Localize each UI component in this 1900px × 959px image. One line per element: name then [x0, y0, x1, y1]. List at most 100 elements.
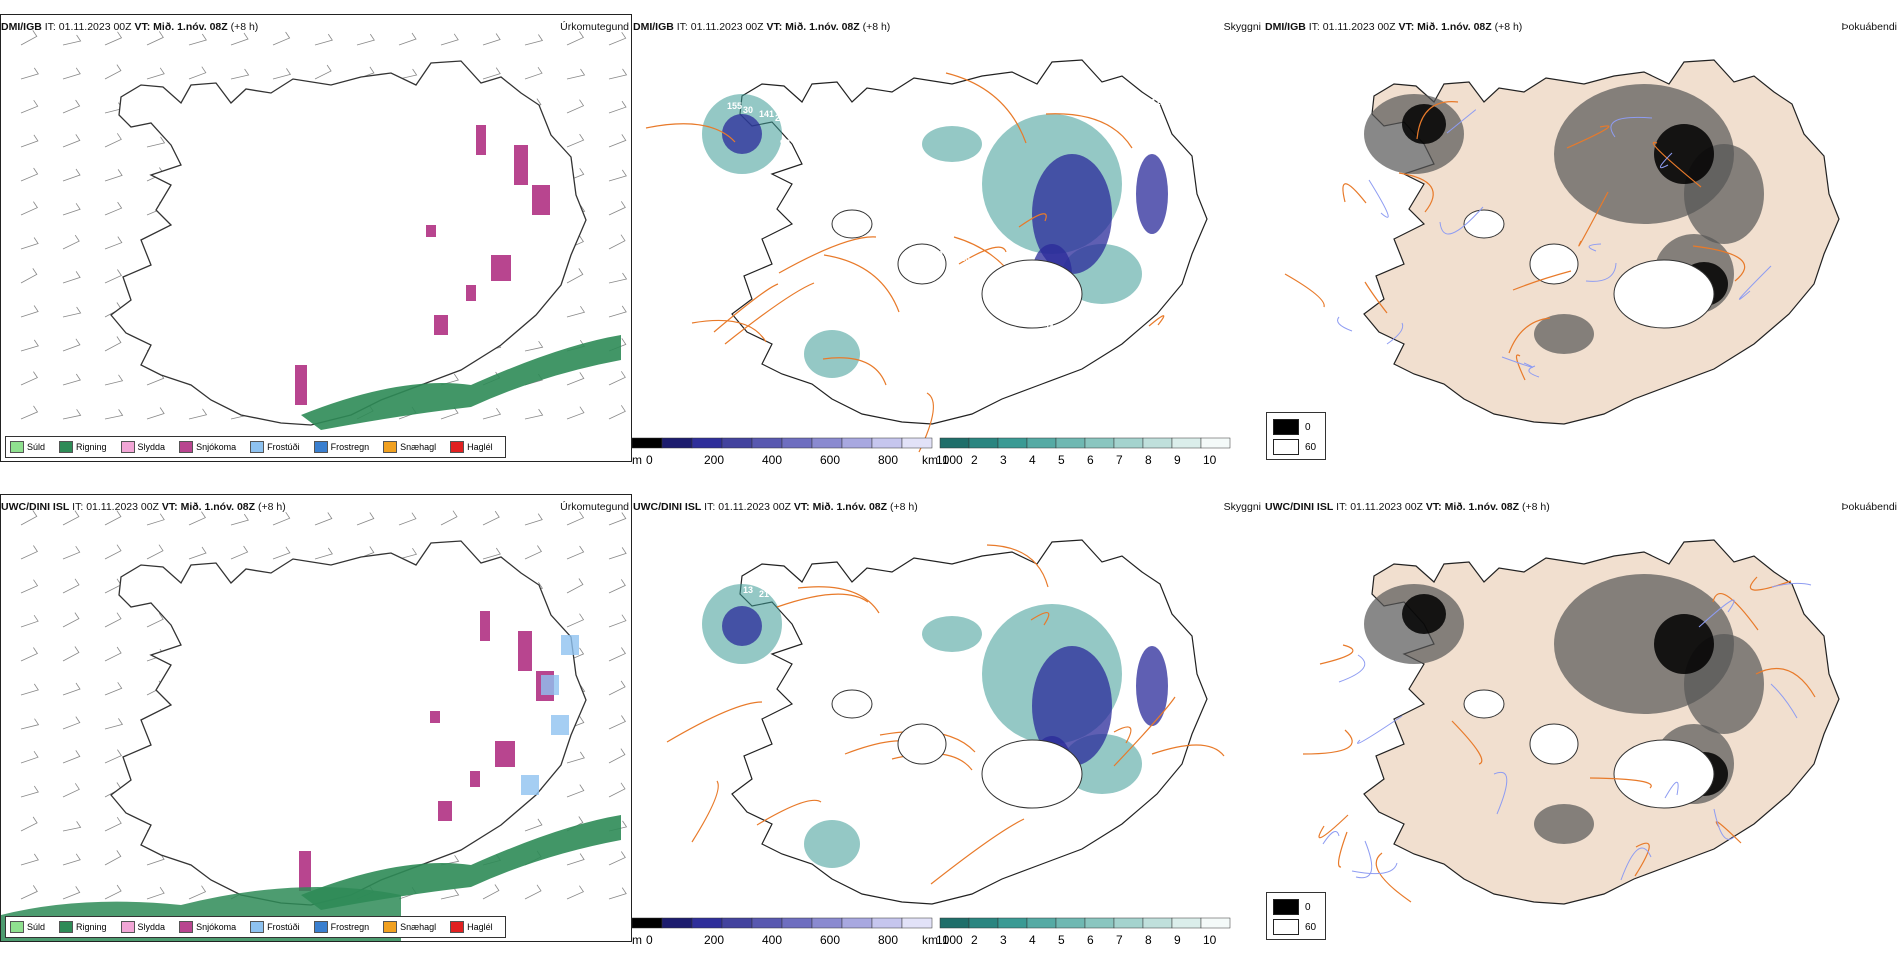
colorbar-tick-km: 2 — [971, 453, 978, 467]
colorbar-cell-m — [691, 437, 723, 449]
wind-barb — [104, 884, 122, 900]
wind-barb — [608, 851, 626, 866]
model-name: DMI/IGB — [633, 21, 674, 33]
snow-area — [430, 711, 440, 723]
legend-item: Snæhagl — [383, 441, 436, 453]
road-line — [1284, 273, 1325, 308]
model-name: UWC/DINI ISL — [1, 501, 70, 513]
colorbar-tick-km: 2 — [971, 933, 978, 947]
snow-area — [434, 315, 448, 335]
precip-legend: Súld Rigning Slydda Snjókoma Frostúði Frostre… — [5, 436, 506, 458]
road-line — [645, 123, 736, 143]
wind-barb — [20, 647, 38, 662]
wind-barb — [62, 234, 80, 250]
wind-barb — [356, 33, 375, 46]
road-line — [1508, 317, 1551, 354]
legend-label: Frostregn — [330, 442, 370, 452]
wind-barb — [20, 201, 38, 216]
road-line — [822, 357, 887, 386]
wind-barb — [20, 371, 38, 386]
wind-barb — [104, 336, 122, 352]
colorbar-cell-m — [811, 437, 843, 449]
wind-barb — [566, 578, 584, 594]
visibility-value-label: 258 — [881, 187, 896, 197]
colorbar-tick-km: 1 — [942, 453, 949, 467]
dense-fog-area — [1654, 124, 1714, 184]
low-visibility-area — [804, 820, 860, 868]
colorbar-tick-m: 400 — [762, 453, 782, 467]
panel-title: Skyggni — [1223, 501, 1261, 513]
wind-barb — [230, 545, 249, 560]
wind-barb — [104, 578, 122, 594]
wind-barb — [146, 544, 164, 560]
colorbar-tick-m: 600 — [820, 453, 840, 467]
snow-area — [480, 611, 490, 641]
road-line — [986, 544, 1049, 588]
river-line — [1738, 265, 1772, 300]
wind-barb — [62, 409, 82, 420]
colorbar-cell-km — [1113, 917, 1144, 929]
iceland-visibility-map: 1327106258123012136511411272815378136229… — [645, 59, 1208, 453]
model-name: DMI/IGB — [1265, 21, 1306, 33]
visibility-panel: 13 27 106 258 12 30 12 136 51 141 127 28 153 78 136 229… — [632, 14, 1264, 462]
panel-header: DMI/IGB IT: 01.11.2023 00Z VT: Mið. 1.nó… — [632, 18, 1264, 36]
dense-fog-area — [1402, 594, 1446, 634]
wind-barb — [566, 133, 585, 148]
legend-swatch — [383, 441, 398, 453]
visibility-value-label: 70 — [971, 737, 981, 747]
wind-barb — [524, 545, 542, 560]
it-label: IT: — [72, 501, 84, 513]
colorbar-tick-km: 9 — [1174, 453, 1181, 467]
visibility-value-label: 78 — [1093, 815, 1103, 825]
wind-barb — [482, 547, 501, 560]
colorbar-cell-km — [1026, 437, 1057, 449]
wind-barb — [608, 305, 627, 318]
init-time: 01.11.2023 00Z — [58, 21, 132, 33]
legend-item: Frostregn — [313, 921, 369, 933]
colorbar-cell-m — [871, 437, 903, 449]
snow-area — [295, 365, 307, 405]
glacier-outline — [1529, 243, 1579, 285]
run-info: DMI/IGB IT: 01.11.2023 00Z VT: Mið. 1.nó… — [1265, 21, 1522, 33]
road-line — [1364, 281, 1388, 314]
vt-label: VT: — [793, 501, 810, 513]
init-time: 01.11.2023 00Z — [86, 501, 159, 513]
wind-barb — [104, 169, 123, 182]
road-line — [1749, 576, 1792, 591]
wind-barb — [566, 613, 585, 628]
colorbar-cell-km — [1200, 917, 1231, 929]
wind-barb — [524, 513, 543, 526]
legend-item: Slydda — [120, 441, 166, 453]
init-time: 01.11.2023 00Z — [690, 21, 764, 33]
colorbar-tick-km: 10 — [1203, 933, 1217, 947]
legend-swatch — [250, 921, 265, 933]
road-line — [724, 282, 815, 345]
wind-barb — [104, 682, 123, 696]
model-name: UWC/DINI ISL — [633, 501, 702, 513]
glacier-outline — [1613, 739, 1715, 809]
snow-area — [470, 771, 480, 787]
visibility-value-label: 309 — [828, 630, 843, 640]
wind-barb — [440, 510, 458, 526]
wind-barb — [20, 67, 39, 80]
visibility-value-label: 9 — [796, 622, 801, 632]
wind-barb — [146, 513, 165, 526]
panel-title: Úrkomutegund — [560, 501, 629, 513]
wind-barb — [62, 168, 81, 182]
legend-item: Súld — [10, 921, 45, 933]
visibility-value-label: 30 — [987, 261, 997, 271]
wind-barb — [104, 749, 122, 764]
legend-label: Slydda — [137, 442, 166, 452]
legend-item: Súld — [10, 441, 45, 453]
wind-barb — [356, 512, 375, 526]
legend-swatch — [179, 921, 194, 933]
road-line — [1342, 183, 1367, 204]
visibility-value-label: 51 — [1146, 372, 1156, 382]
road-line — [1045, 113, 1133, 149]
colorbar-cell-km — [1142, 437, 1173, 449]
wind-barb — [314, 547, 333, 560]
colorbar-cell-km — [1084, 917, 1115, 929]
road-line — [1337, 831, 1348, 868]
wind-barb — [62, 716, 81, 730]
wind-barb — [566, 406, 585, 420]
